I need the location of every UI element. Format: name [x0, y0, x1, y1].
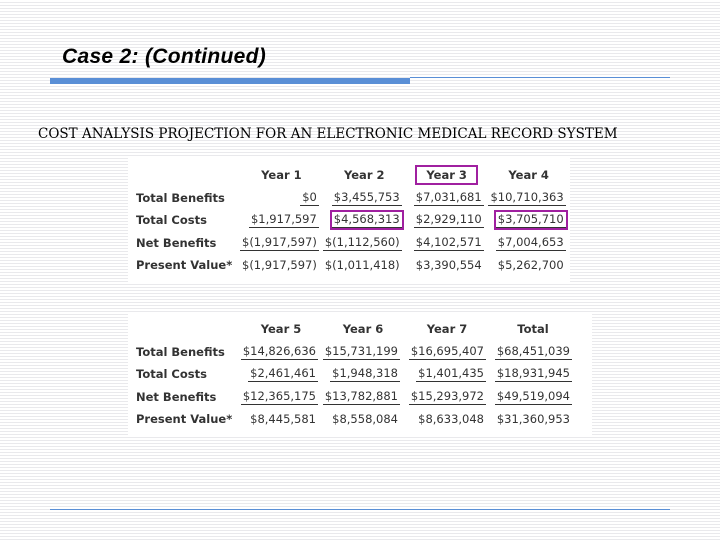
table-cell: $68,451,039	[494, 343, 572, 360]
row-label: Total Benefits	[136, 190, 225, 205]
table-cell: $(1,917,597)	[242, 257, 317, 272]
table-cell-highlighted: $3,705,710	[493, 210, 568, 231]
table-cell: $15,293,972	[408, 388, 486, 405]
table-row: Total Costs $2,461,461 $1,948,318 $1,401…	[136, 363, 576, 386]
table-cell: $8,558,084	[332, 411, 398, 426]
table-cell: $2,929,110	[413, 212, 484, 229]
col-header: Year 7	[426, 322, 468, 337]
table-cell: $7,004,653	[495, 234, 566, 251]
col-header: Year 5	[260, 322, 302, 337]
table-cell: $49,519,094	[494, 388, 572, 405]
row-label: Net Benefits	[136, 235, 217, 250]
col-header-year-3-highlighted: Year 3	[406, 164, 488, 187]
col-header: Year 4	[508, 168, 549, 183]
table-cell: $12,365,175	[240, 388, 318, 405]
table-cell: $(1,112,560)	[322, 234, 402, 251]
table-cell: $8,633,048	[418, 411, 484, 426]
row-label: Net Benefits	[136, 389, 217, 404]
table-row: Net Benefits $(1,917,597) $(1,112,560) $…	[136, 232, 570, 255]
table-cell: $5,262,700	[497, 257, 564, 272]
table-row: Present Value* $8,445,581 $8,558,084 $8,…	[136, 408, 576, 431]
table-row: Total Benefits $14,826,636 $15,731,199 $…	[136, 341, 576, 364]
table-header-row: Year 1 Year 2 Year 3 Year 4	[136, 164, 570, 187]
slide-title: Case 2: (Continued)	[62, 45, 267, 68]
table-cell: $7,031,681	[413, 189, 484, 206]
title-underline-line	[410, 77, 670, 78]
table-header-row: Year 5 Year 6 Year 7 Total	[136, 318, 576, 341]
slide-subtitle: COST ANALYSIS PROJECTION FOR AN ELECTRON…	[38, 126, 618, 142]
table-cell: $0	[300, 189, 319, 206]
table-cell: $1,948,318	[330, 366, 400, 383]
title-underline-bar	[50, 78, 410, 84]
table-cell: $1,917,597	[248, 212, 319, 229]
table-cell: $(1,011,418)	[324, 257, 400, 272]
row-label: Present Value*	[136, 258, 233, 273]
table-cell: $8,445,581	[250, 411, 316, 426]
cost-table-years-5-7-total: Year 5 Year 6 Year 7 Total Total Benefit…	[128, 312, 592, 436]
footer-divider	[50, 509, 670, 510]
table-cell-highlighted: $4,568,313	[329, 210, 404, 231]
row-label: Present Value*	[136, 412, 233, 427]
table-cell: $31,360,953	[496, 411, 570, 426]
table-cell: $14,826,636	[240, 343, 318, 360]
row-label: Total Costs	[136, 213, 207, 228]
col-header: Year 6	[342, 322, 384, 337]
table-cell: $2,461,461	[248, 366, 318, 383]
table-row: Total Costs $1,917,597 $4,568,313 $2,929…	[136, 209, 570, 232]
table-cell: $3,455,753	[331, 189, 402, 206]
table-row: Net Benefits $12,365,175 $13,782,881 $15…	[136, 386, 576, 409]
table-cell: $3,390,554	[415, 257, 482, 272]
table-row: Total Benefits $0 $3,455,753 $7,031,681 …	[136, 187, 570, 210]
table-cell: $16,695,407	[408, 343, 486, 360]
table-cell: $1,401,435	[416, 366, 486, 383]
table-cell: $15,731,199	[322, 343, 400, 360]
col-header: Year 2	[343, 168, 385, 183]
table-cell: $(1,917,597)	[240, 234, 319, 251]
row-label: Total Costs	[136, 367, 207, 382]
table-cell: $10,710,363	[488, 189, 566, 206]
row-label: Total Benefits	[136, 344, 225, 359]
table-cell: $18,931,945	[494, 366, 572, 383]
table-cell: $4,102,571	[413, 234, 484, 251]
header-empty	[136, 164, 240, 187]
header-empty	[136, 318, 240, 341]
col-header: Year 1	[261, 168, 302, 183]
cost-table-years-1-4: Year 1 Year 2 Year 3 Year 4 Total Benefi…	[128, 158, 570, 282]
table-cell: $13,782,881	[322, 388, 400, 405]
table-row: Present Value* $(1,917,597) $(1,011,418)…	[136, 254, 570, 277]
col-header: Total	[517, 322, 549, 337]
